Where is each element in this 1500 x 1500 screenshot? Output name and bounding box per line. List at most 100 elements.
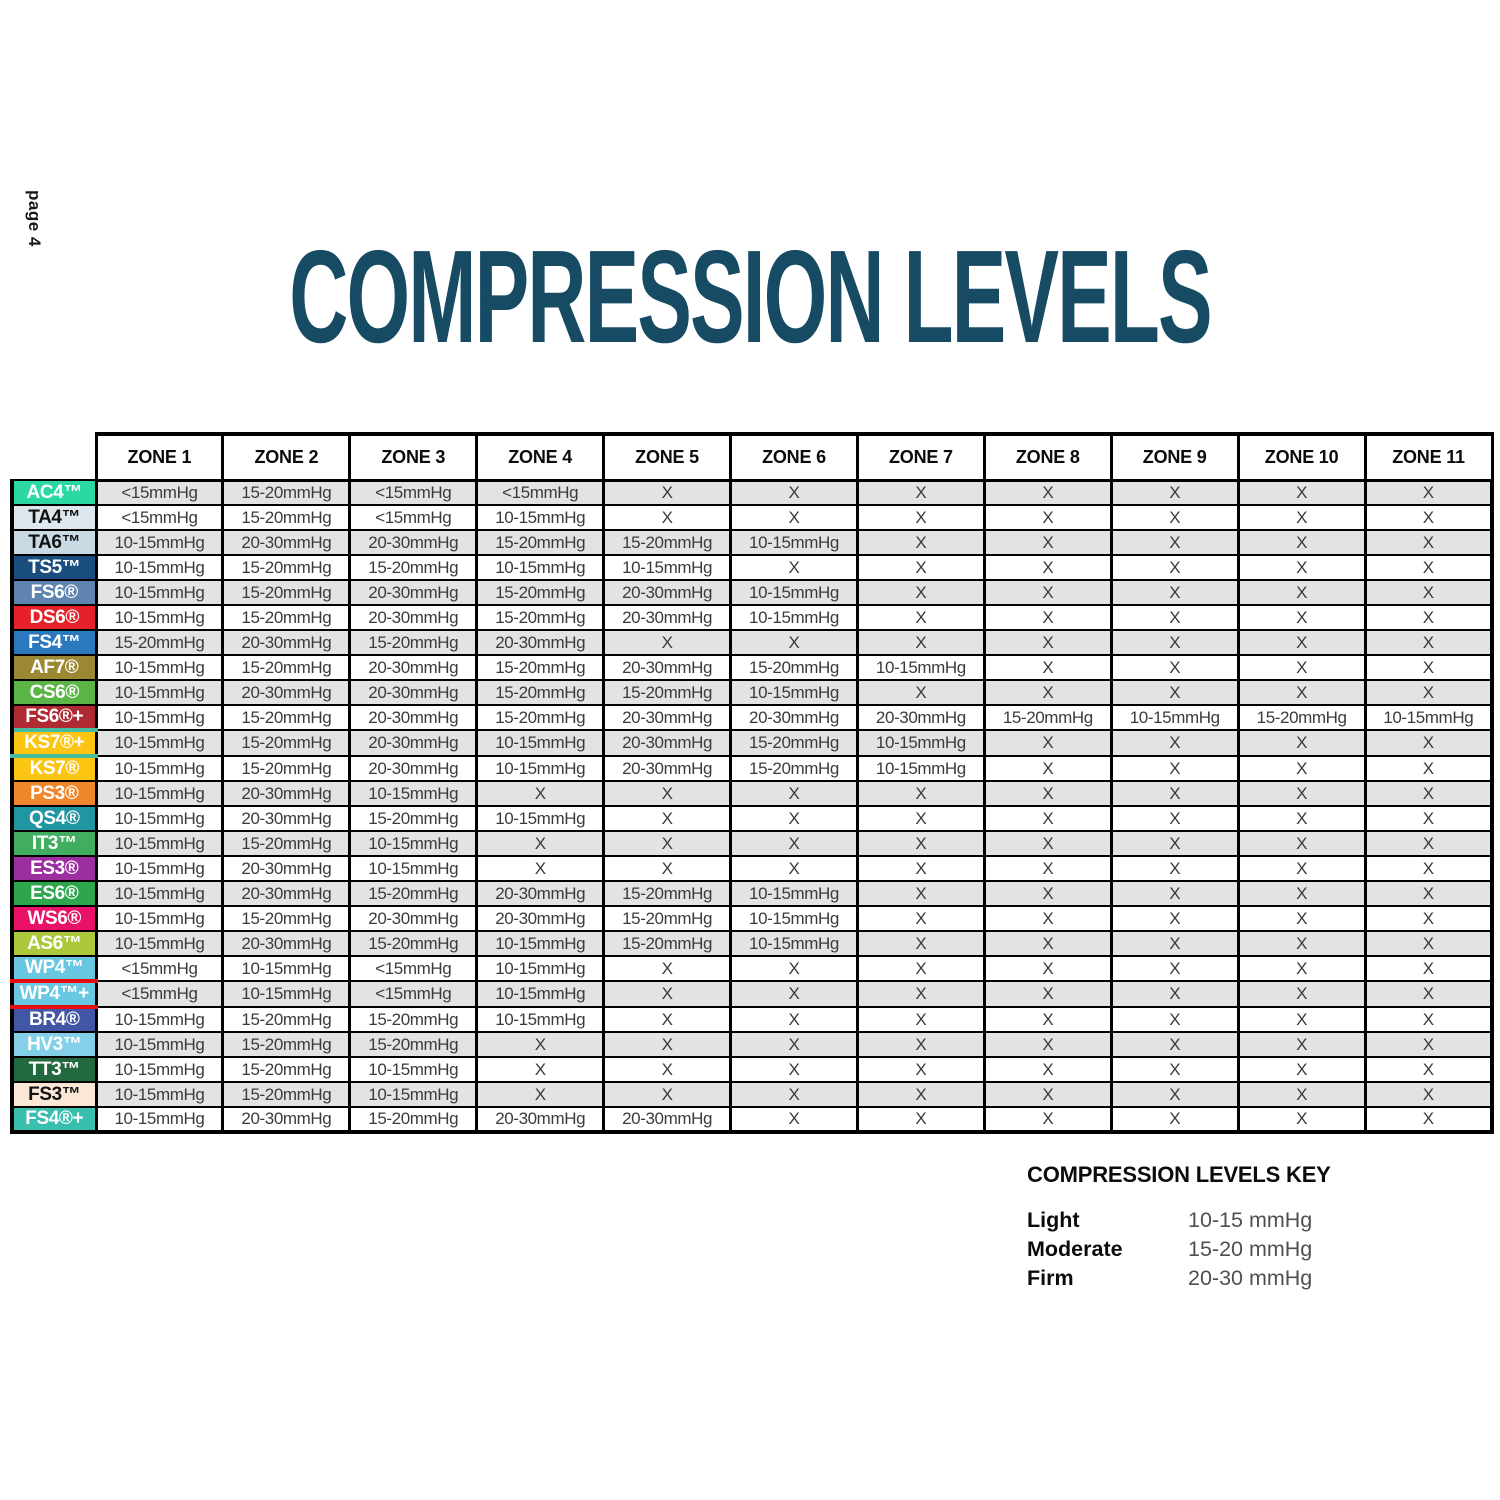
cell-es6-zone-5: 15-20mmHg [602,880,733,907]
cell-ds6-zone-11: X [1363,604,1494,631]
cell-af7-zone-6: 15-20mmHg [729,654,859,681]
cell-fs6-zone-7: X [855,579,986,606]
row-label-ks7-plus: KS7®+ [10,728,98,758]
cell-tt3-zone-4: X [475,1056,606,1083]
column-header-zone-11: ZONE 11 [1363,432,1494,482]
cell-hv3-zone-1: 10-15mmHg [94,1031,225,1058]
row-label-es6: ES6® [10,880,98,907]
row-label-fs3: FS3™ [10,1081,98,1108]
cell-ts5-zone-5: 10-15mmHg [602,554,733,581]
cell-af7-zone-7: 10-15mmHg [855,654,986,681]
cell-qs4-zone-9: X [1109,805,1240,832]
cell-br4-zone-8: X [982,1006,1113,1033]
cell-wp4-zone-6: X [729,955,859,982]
cell-ds6-zone-9: X [1109,604,1240,631]
key-value: 10-15 mmHg [1188,1208,1313,1232]
cell-qs4-zone-8: X [982,805,1113,832]
cell-hv3-zone-9: X [1109,1031,1240,1058]
column-header-zone-10: ZONE 10 [1236,432,1367,482]
cell-ks7-zone-8: X [982,755,1113,782]
cell-fs6-plus-zone-7: 20-30mmHg [855,704,986,731]
table-row-qs4: QS4® 10-15mmHg 20-30mmHg 15-20mmHg 10-15mmHg… [10,805,1494,832]
cell-it3-zone-5: X [602,830,733,857]
cell-br4-zone-10: X [1236,1006,1367,1033]
table-row-wp4: WP4™ <15mmHg 10-15mmHg <15mmHg 10-15mmHg X X X X… [10,955,1494,983]
cell-ac4-zone-9: X [1109,479,1240,506]
cell-fs6-zone-8: X [982,579,1113,606]
cell-af7-zone-2: 15-20mmHg [221,654,352,681]
row-label-fs4: FS4™ [10,629,98,656]
cell-ks7-plus-zone-6: 15-20mmHg [729,729,859,757]
cell-es6-zone-3: 15-20mmHg [348,880,479,907]
cell-ts5-zone-2: 15-20mmHg [221,554,352,581]
table-row-fs4-plus: FS4®+ 10-15mmHg 20-30mmHg 15-20mmHg 20-30mmH… [10,1106,1494,1134]
cell-fs4-plus-zone-3: 15-20mmHg [348,1106,479,1134]
cell-ws6-zone-2: 15-20mmHg [221,905,352,932]
cell-ds6-zone-3: 20-30mmHg [348,604,479,631]
cell-ks7-plus-zone-4: 10-15mmHg [475,729,606,757]
cell-ds6-zone-2: 15-20mmHg [221,604,352,631]
cell-fs6-zone-4: 15-20mmHg [475,579,606,606]
cell-ks7-zone-7: 10-15mmHg [855,755,986,782]
cell-it3-zone-3: 10-15mmHg [348,830,479,857]
cell-ws6-zone-9: X [1109,905,1240,932]
cell-ks7-plus-zone-11: X [1363,729,1494,757]
cell-fs4-plus-zone-10: X [1236,1106,1367,1134]
cell-fs6-plus-zone-8: 15-20mmHg [982,704,1113,731]
cell-ds6-zone-1: 10-15mmHg [94,604,225,631]
cell-wp4-zone-8: X [982,955,1113,982]
cell-as6-zone-3: 15-20mmHg [348,930,479,957]
cell-cs6-zone-4: 15-20mmHg [475,679,606,706]
cell-fs3-zone-11: X [1363,1081,1494,1108]
cell-ps3-zone-8: X [982,780,1113,807]
key-title: COMPRESSION LEVELS KEY [1027,1162,1331,1187]
cell-wp4-zone-2: 10-15mmHg [221,955,352,982]
cell-wp4-zone-9: X [1109,955,1240,982]
cell-wp4-zone-3: <15mmHg [348,955,479,982]
page-title: COMPRESSION LEVELS [289,223,1212,370]
table-row-ks7-plus: KS7®+ 10-15mmHg 15-20mmHg 20-30mmHg 10-15mmH… [10,728,1494,758]
cell-fs6-plus-zone-3: 20-30mmHg [348,704,479,731]
cell-es3-zone-3: 10-15mmHg [348,855,479,882]
cell-hv3-zone-3: 15-20mmHg [348,1031,479,1058]
cell-ac4-zone-10: X [1236,479,1367,506]
table-row-es6: ES6® 10-15mmHg 20-30mmHg 15-20mmHg 20-30mmHg… [10,880,1494,907]
cell-es3-zone-6: X [729,855,859,882]
cell-fs4-zone-11: X [1363,629,1494,656]
cell-ws6-zone-4: 20-30mmHg [475,905,606,932]
cell-tt3-zone-11: X [1363,1056,1494,1083]
table-row-ac4: AC4™ <15mmHg 15-20mmHg <15mmHg <15mmHg X X X X X X… [10,479,1494,506]
cell-ac4-zone-2: 15-20mmHg [221,479,352,506]
cell-wp4-plus-zone-5: X [602,980,733,1008]
cell-ts5-zone-3: 15-20mmHg [348,554,479,581]
cell-tt3-zone-7: X [855,1056,986,1083]
cell-fs4-plus-zone-1: 10-15mmHg [94,1106,225,1134]
cell-qs4-zone-7: X [855,805,986,832]
cell-wp4-zone-11: X [1363,955,1494,982]
row-label-ws6: WS6® [10,905,98,932]
cell-br4-zone-3: 15-20mmHg [348,1006,479,1033]
cell-ks7-zone-6: 15-20mmHg [729,755,859,782]
cell-es6-zone-1: 10-15mmHg [94,880,225,907]
cell-ac4-zone-8: X [982,479,1113,506]
cell-ts5-zone-4: 10-15mmHg [475,554,606,581]
cell-it3-zone-6: X [729,830,859,857]
cell-br4-zone-6: X [729,1006,859,1033]
cell-wp4-plus-zone-3: <15mmHg [348,980,479,1008]
cell-fs3-zone-10: X [1236,1081,1367,1108]
cell-ac4-zone-11: X [1363,479,1494,506]
table-row-af7: AF7® 10-15mmHg 15-20mmHg 20-30mmHg 15-20mmHg… [10,654,1494,681]
table-body: AC4™ <15mmHg 15-20mmHg <15mmHg <15mmHg X X X X X X… [10,479,1494,1134]
cell-ts5-zone-6: X [729,554,859,581]
column-header-zone-6: ZONE 6 [729,432,859,482]
cell-es3-zone-10: X [1236,855,1367,882]
row-label-br4: BR4® [10,1006,98,1033]
cell-ws6-zone-7: X [855,905,986,932]
table-row-cs6: CS6® 10-15mmHg 20-30mmHg 20-30mmHg 15-20mmHg… [10,679,1494,706]
cell-es3-zone-11: X [1363,855,1494,882]
row-label-ks7: KS7® [10,755,98,782]
table-row-fs3: FS3™ 10-15mmHg 15-20mmHg 10-15mmHg X X X X X X X X [10,1081,1494,1108]
row-label-ps3: PS3® [10,780,98,807]
table-row-fs6-plus: FS6®+ 10-15mmHg 15-20mmHg 20-30mmHg 15-20mmH… [10,704,1494,731]
cell-as6-zone-5: 15-20mmHg [602,930,733,957]
